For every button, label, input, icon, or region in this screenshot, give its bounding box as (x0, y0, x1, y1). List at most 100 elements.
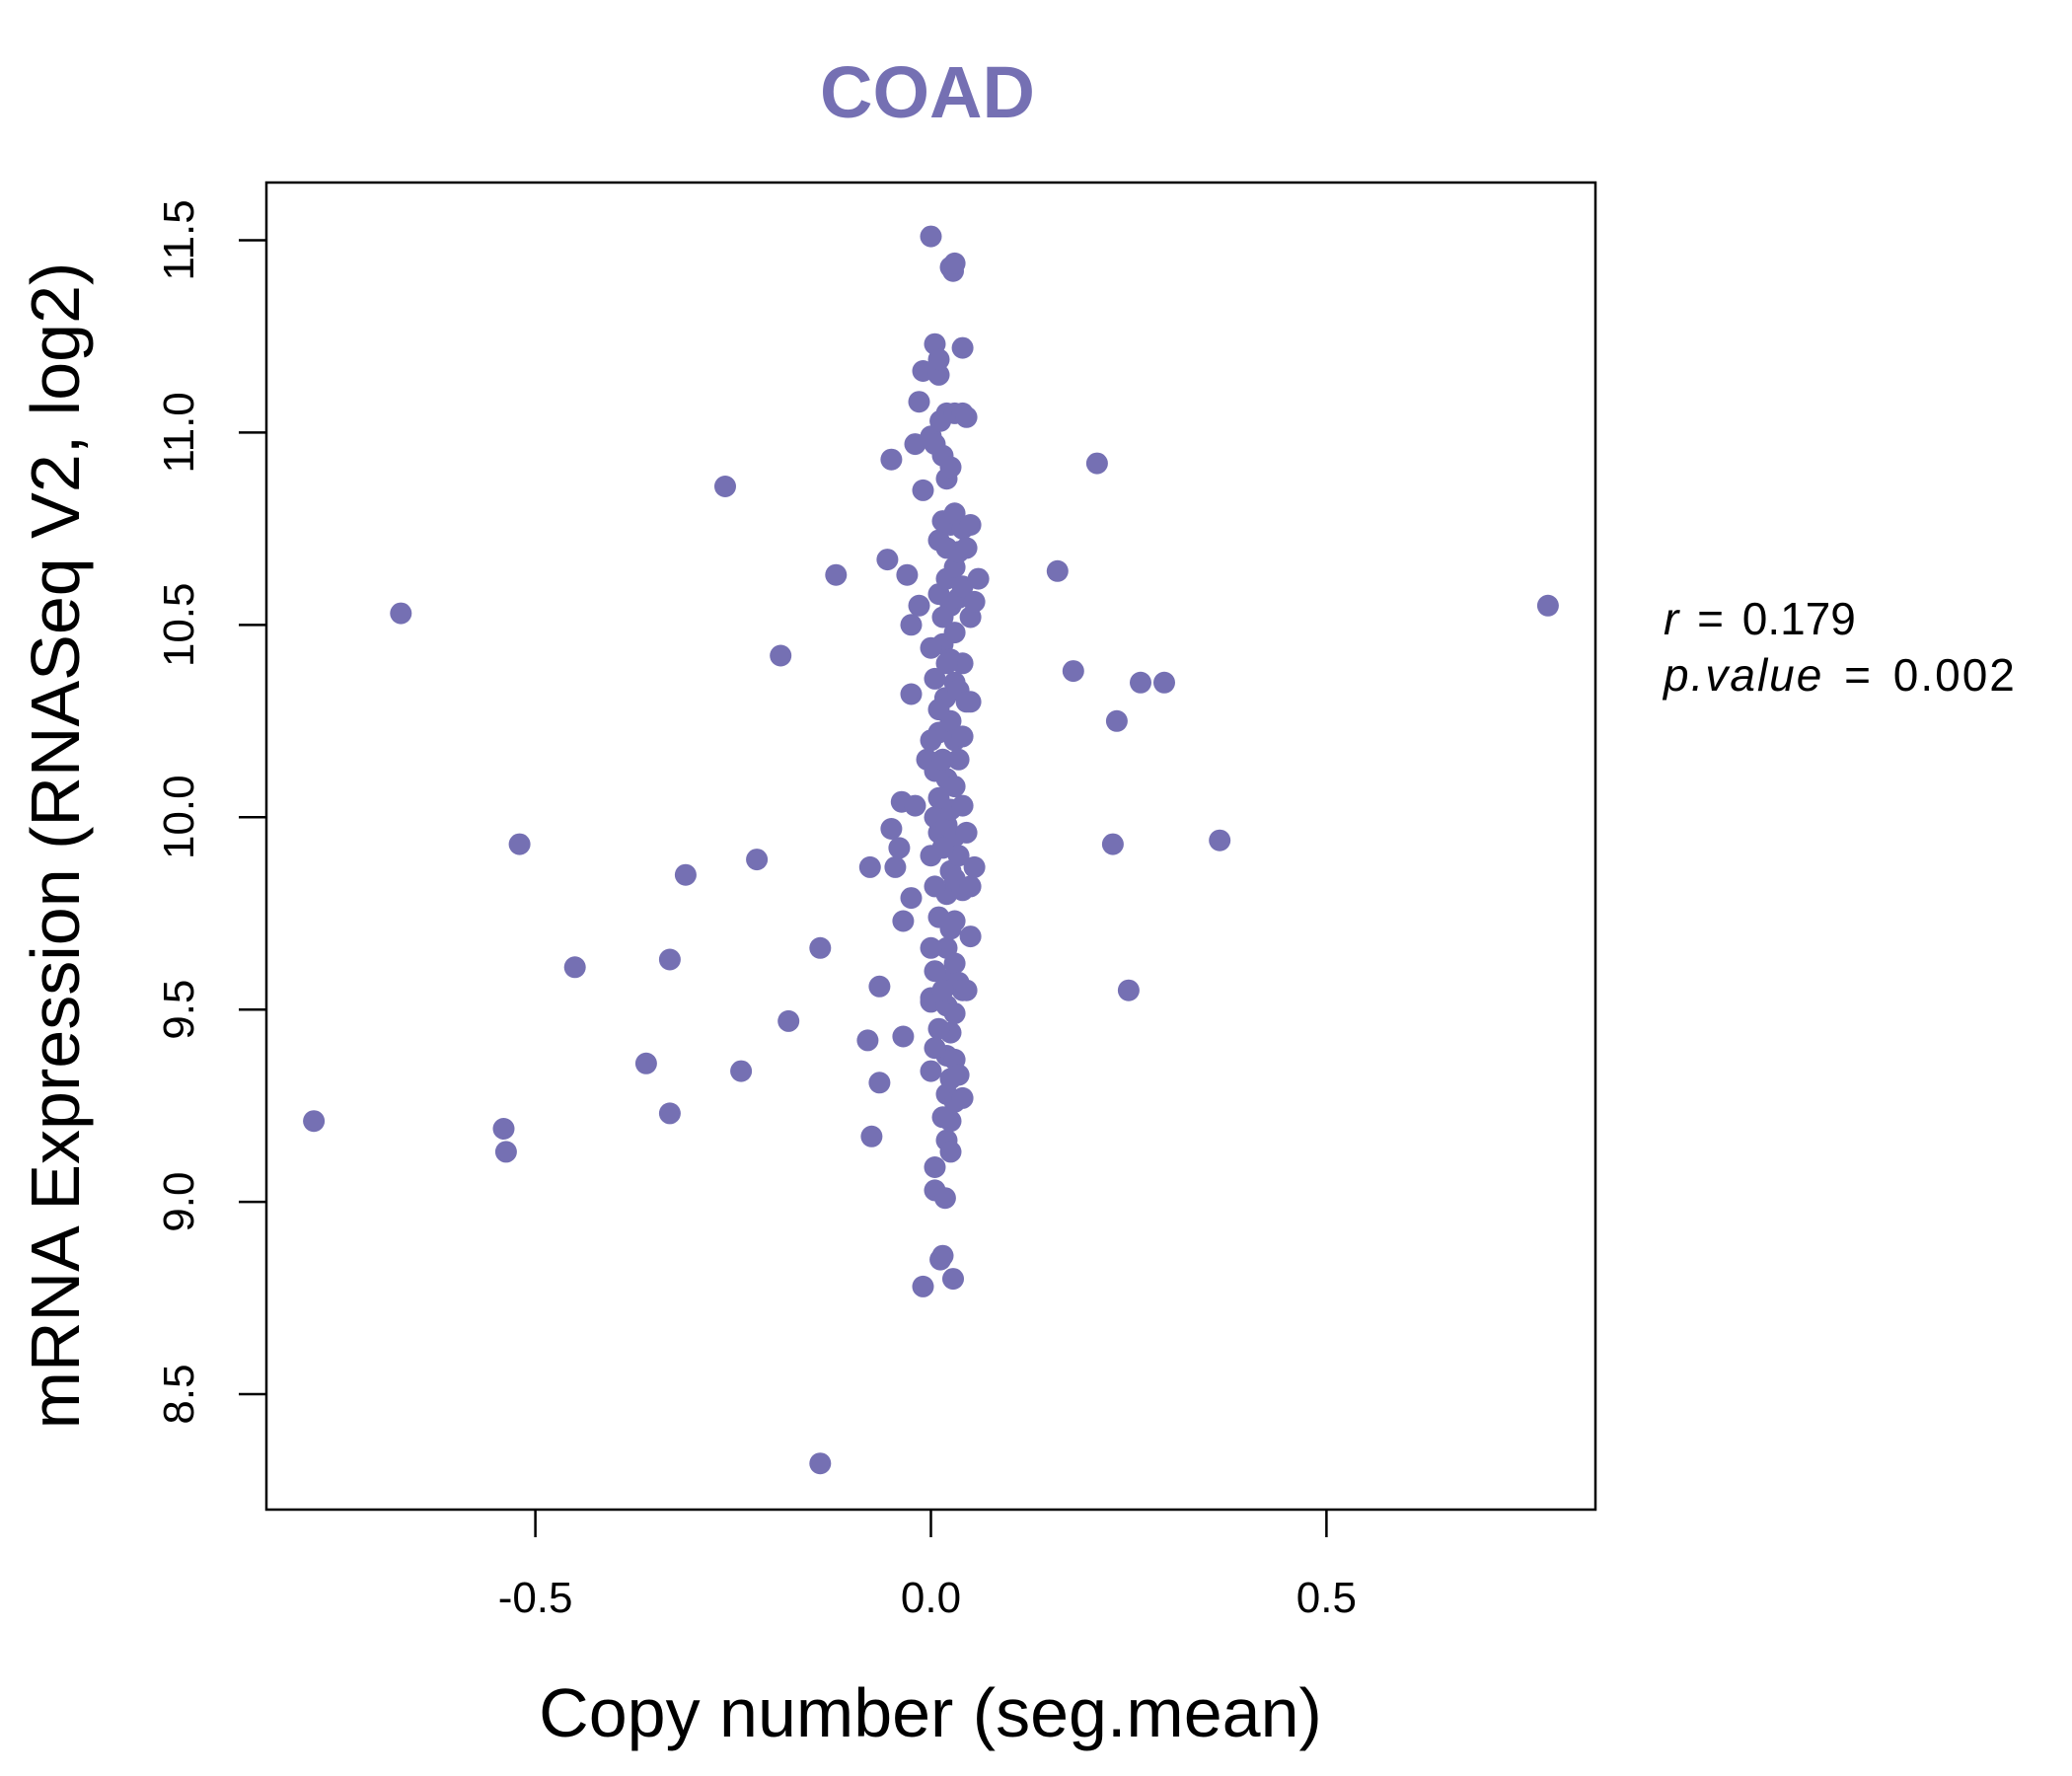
data-point (963, 855, 986, 878)
data-point (924, 1037, 946, 1060)
data-point (825, 563, 848, 586)
data-point (927, 786, 950, 809)
r-equals: = (1697, 593, 1724, 644)
data-point (955, 406, 978, 428)
data-point (943, 776, 966, 798)
data-point (942, 1268, 964, 1291)
data-point (884, 855, 907, 878)
y-tick-label: 10.0 (155, 775, 203, 859)
data-point (880, 448, 903, 471)
y-tick-label: 11.5 (155, 199, 203, 280)
data-point (492, 1118, 515, 1140)
data-point (943, 952, 966, 975)
data-point (935, 652, 958, 675)
chart-title: COAD (820, 51, 1035, 133)
y-tick-label: 11.0 (155, 392, 203, 473)
data-point (920, 636, 942, 659)
y-tick-label: 10.5 (155, 583, 203, 668)
data-point (924, 667, 946, 690)
p-label: p.value (1662, 649, 1823, 701)
data-point (856, 1029, 879, 1052)
data-point (924, 960, 946, 983)
data-point (931, 837, 954, 859)
y-tick-label: 9.5 (155, 980, 203, 1040)
y-axis: 8.5 9.0 9.5 10.0 10.5 11.0 11.5 (155, 199, 266, 1425)
data-point (931, 1106, 954, 1129)
data-point (900, 887, 923, 910)
data-point (1130, 671, 1151, 694)
data-point (959, 925, 982, 948)
data-point (931, 748, 954, 771)
data-point (1105, 709, 1128, 732)
data-point (809, 936, 832, 959)
correlation-annotation: r = 0.179 (1664, 593, 1856, 644)
data-point (746, 849, 769, 871)
data-point (730, 1060, 753, 1082)
data-point (939, 1141, 962, 1163)
data-point (1085, 452, 1108, 475)
data-point (908, 594, 930, 617)
data-point (1101, 833, 1124, 855)
data-point (943, 622, 966, 644)
data-point (927, 699, 950, 721)
data-point (892, 910, 915, 932)
data-point (943, 1002, 966, 1025)
data-point (951, 652, 974, 675)
data-point (658, 1102, 681, 1125)
data-point (674, 863, 697, 886)
data-point (924, 875, 946, 898)
y-axis-label: mRNA Expression (RNASeq V2, log2) (17, 262, 94, 1430)
data-point (929, 1248, 952, 1271)
data-point (896, 563, 919, 586)
x-axis-label: Copy number (seg.mean) (539, 1674, 1322, 1751)
data-point (858, 855, 881, 878)
x-tick-label: 0.0 (901, 1574, 961, 1622)
data-point (955, 979, 978, 1001)
data-point (951, 725, 974, 748)
data-point (920, 729, 942, 752)
data-point (959, 514, 982, 536)
data-point (927, 1017, 950, 1040)
data-point (904, 794, 926, 817)
x-axis: -0.5 0.0 0.5 (498, 1510, 1357, 1622)
data-point (947, 1064, 970, 1086)
data-point (390, 602, 412, 625)
data-point (770, 644, 792, 667)
pvalue-annotation: p.value = 0.002 (1662, 649, 2017, 701)
data-point (920, 936, 942, 959)
data-point (563, 956, 586, 979)
data-points (303, 225, 1559, 1475)
data-point (892, 1025, 915, 1048)
data-point (955, 821, 978, 844)
data-point (943, 252, 966, 274)
data-point (939, 456, 962, 479)
data-point (888, 837, 911, 859)
data-point (1117, 979, 1140, 1001)
p-value: 0.002 (1893, 649, 2017, 701)
data-point (900, 614, 923, 636)
data-point (920, 225, 942, 248)
data-point (931, 606, 954, 629)
data-point (947, 748, 970, 771)
p-equals: = (1844, 649, 1873, 701)
data-point (868, 1072, 891, 1094)
data-point (1062, 660, 1084, 683)
y-tick-label: 9.0 (155, 1172, 203, 1232)
data-point (959, 691, 982, 713)
data-point (951, 336, 974, 359)
data-point (1153, 671, 1175, 694)
data-point (860, 1125, 883, 1147)
data-point (963, 590, 986, 613)
data-point (876, 549, 899, 571)
data-point (1046, 559, 1069, 582)
data-point (508, 833, 531, 855)
data-point (809, 1452, 832, 1475)
data-point (959, 875, 982, 898)
x-tick-label: -0.5 (498, 1574, 573, 1622)
data-point (1209, 829, 1231, 851)
data-point (955, 537, 978, 559)
data-point (920, 1060, 942, 1082)
data-point (880, 818, 903, 840)
data-point (927, 906, 950, 928)
